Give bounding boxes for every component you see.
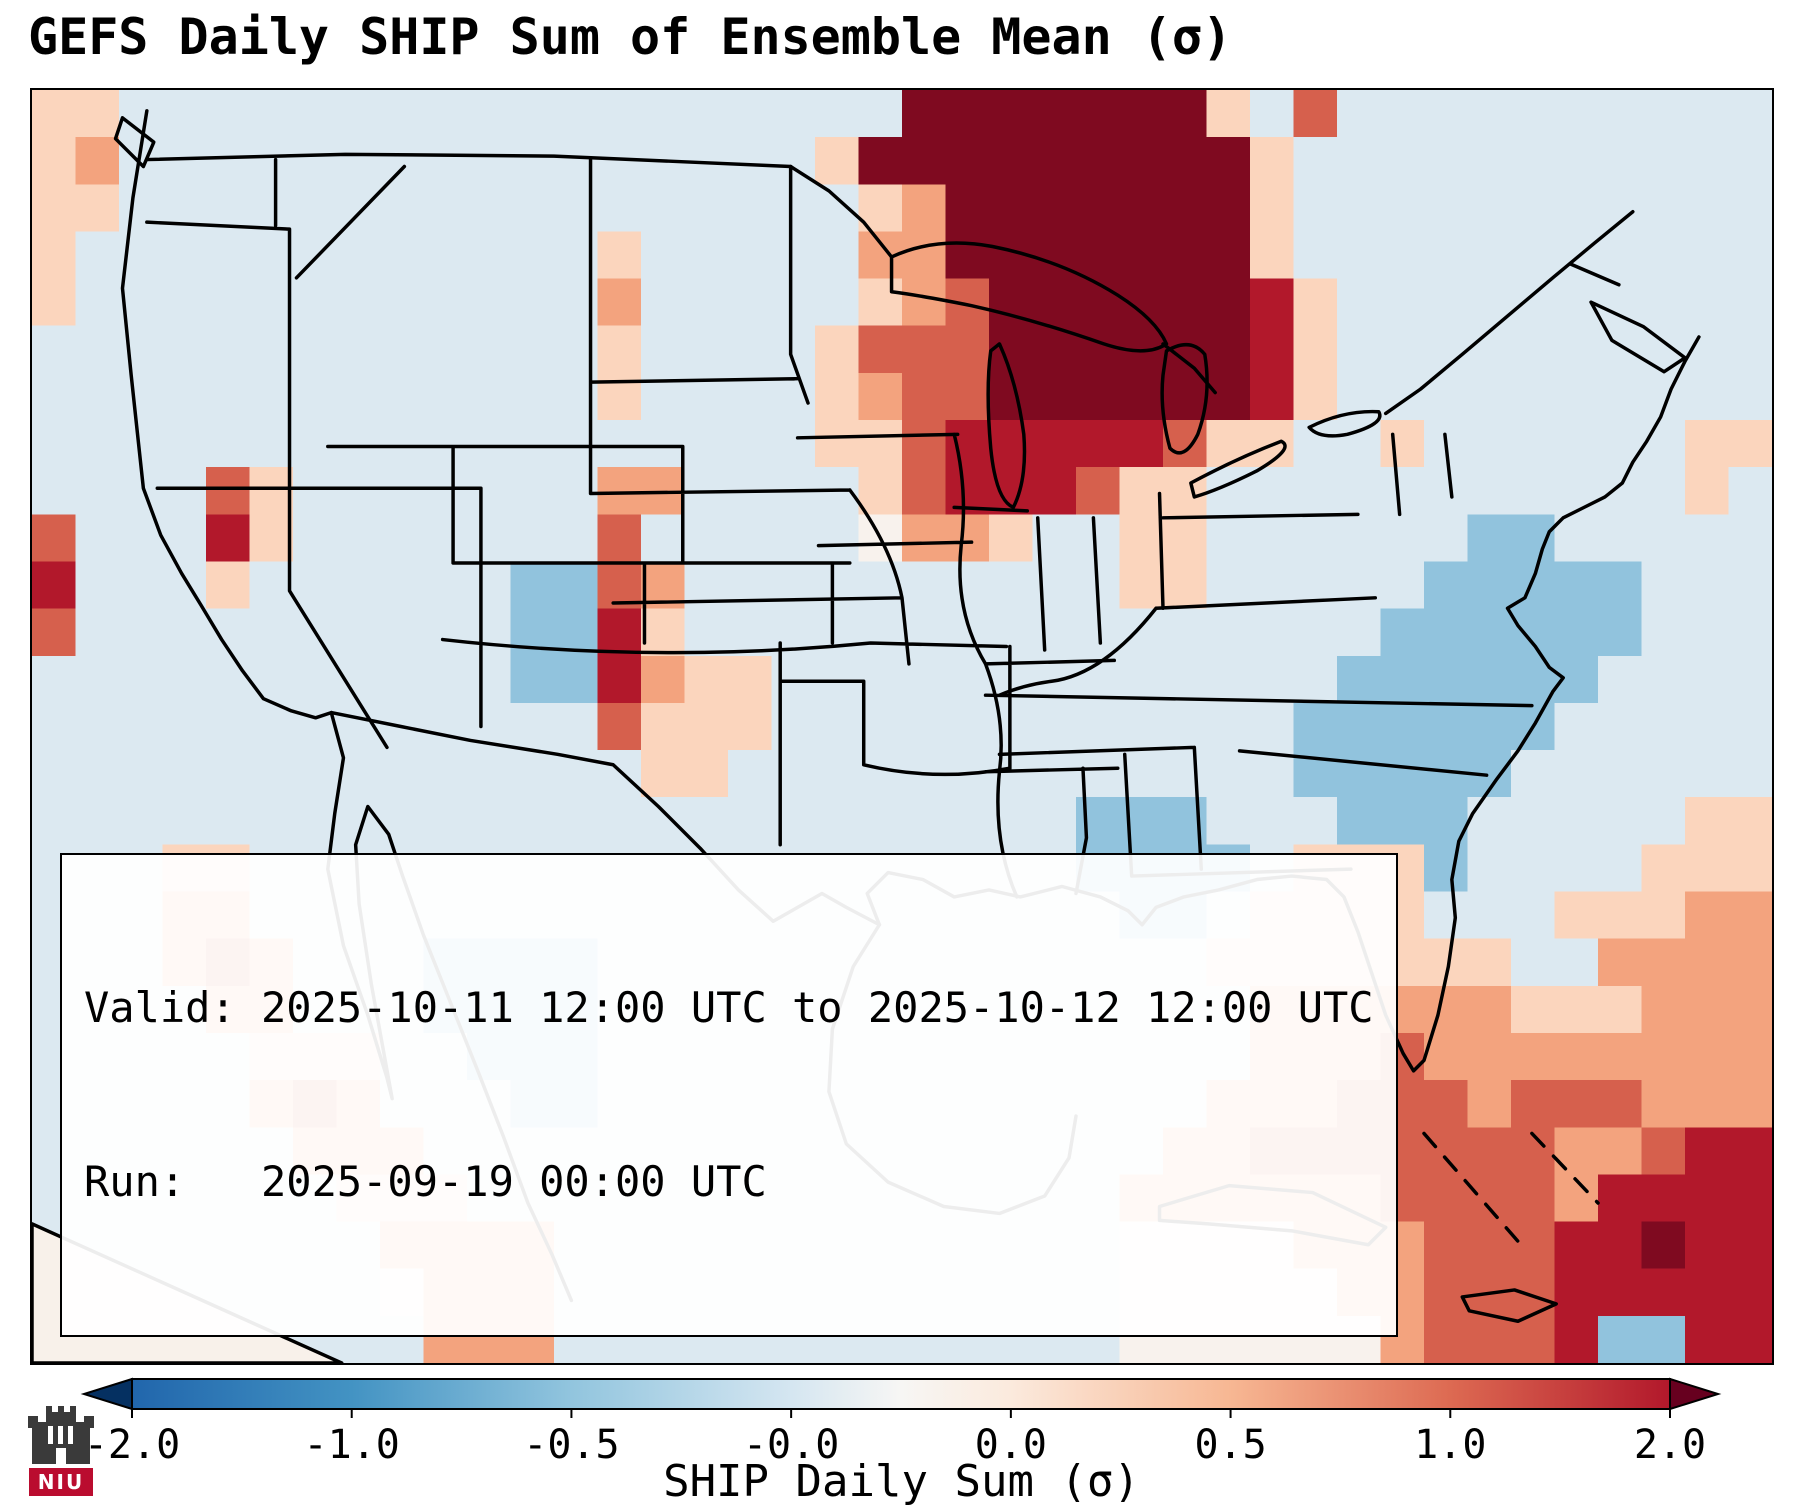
niu-logo: NIU (24, 1398, 102, 1496)
colorbar: -2.0 -1.0 -0.5 -0.0 0.0 0.5 1.0 2.0 (80, 1376, 1722, 1472)
colorbar-label: SHIP Daily Sum (σ) (663, 1456, 1140, 1506)
lake-michigan (986, 342, 1027, 510)
colorbar-gradient-bar (131, 1378, 1671, 1410)
colorbar-tick-label: 1.0 (1414, 1422, 1487, 1468)
valid-time-line: Valid: 2025-10-11 12:00 UTC to 2025-10-1… (84, 983, 1374, 1032)
prince-edward-island (1568, 262, 1621, 287)
colorbar-tick-label: -2.0 (83, 1422, 181, 1468)
colorbar-tick-label: 0.0 (974, 1422, 1047, 1468)
colorbar-tick-label: -0.5 (523, 1422, 620, 1468)
colorbar-tick-label: 0.5 (1194, 1422, 1267, 1468)
lake-erie (1189, 439, 1287, 499)
state-borders-east (952, 432, 1534, 878)
lake-superior (889, 241, 1169, 353)
lake-huron (1160, 343, 1209, 455)
map-panel: Valid: 2025-10-11 12:00 UTC to 2025-10-1… (30, 88, 1774, 1365)
niu-castle-icon (28, 1406, 94, 1464)
st-lawrence-border (1383, 209, 1635, 416)
lake-ontario (1307, 409, 1382, 438)
niu-logo-text: NIU (29, 1468, 93, 1496)
figure-title: GEFS Daily SHIP Sum of Ensemble Mean (σ) (28, 8, 1233, 66)
colorbar-tick-labels: -2.0 -1.0 -0.5 -0.0 0.0 0.5 1.0 2.0 (80, 1422, 1722, 1470)
colorbar-tick-label: -0.0 (742, 1422, 840, 1468)
vancouver-island (113, 116, 156, 169)
run-time-line: Run: 2025-09-19 00:00 UTC (84, 1157, 767, 1206)
us-canada-border (145, 152, 894, 259)
hispaniola-coastline (1460, 1288, 1558, 1324)
colorbar-tick-label: 2.0 (1633, 1422, 1707, 1468)
nova-scotia (1589, 300, 1687, 374)
info-box: Valid: 2025-10-11 12:00 UTC to 2025-10-1… (60, 853, 1398, 1337)
colorbar-tick-label: -1.0 (303, 1422, 400, 1468)
colorbar-svg (80, 1377, 1722, 1418)
bahamas-island-chain (1422, 1131, 1600, 1244)
state-borders-west (145, 157, 1120, 899)
colorbar-right-arrow-icon (1669, 1377, 1722, 1411)
colorbar-tick-marks (131, 1409, 1671, 1418)
